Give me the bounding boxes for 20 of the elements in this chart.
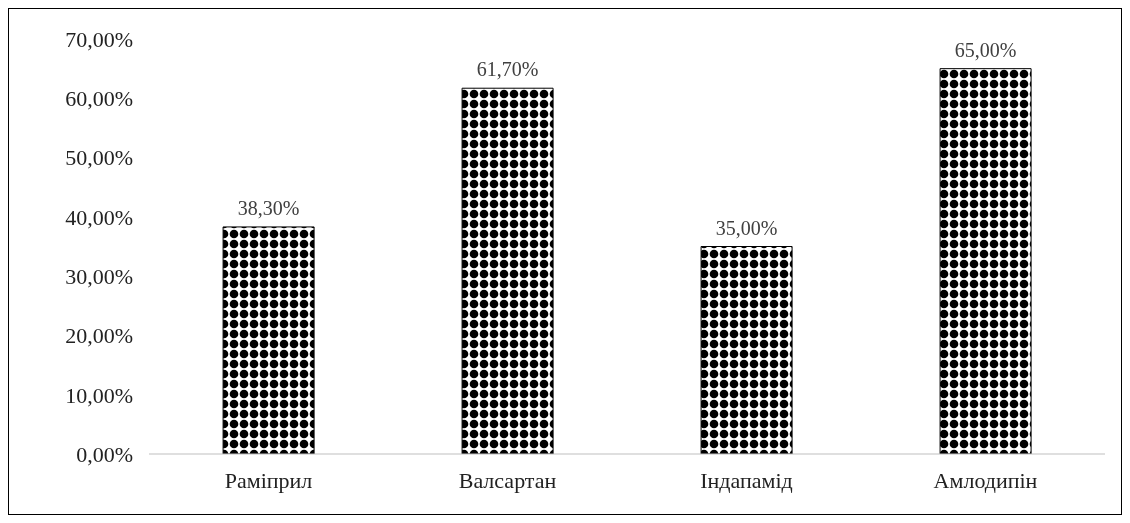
x-tick-label: Індапамід <box>700 467 793 493</box>
y-tick-label: 40,00% <box>65 204 133 230</box>
x-tick-label: Раміприл <box>224 467 313 493</box>
y-tick-label: 10,00% <box>65 382 133 408</box>
bar <box>461 87 554 454</box>
data-label: 61,70% <box>476 58 539 81</box>
y-tick-label: 70,00% <box>65 26 133 52</box>
data-label: 35,00% <box>715 216 778 239</box>
y-tick-label: 50,00% <box>65 145 133 171</box>
y-tick-label: 0,00% <box>76 441 133 467</box>
x-tick-label: Валсартан <box>458 467 557 493</box>
x-tick-label: Амлодипін <box>933 467 1038 493</box>
data-label: 65,00% <box>954 38 1017 61</box>
y-tick-label: 20,00% <box>65 323 133 349</box>
y-tick-label: 30,00% <box>65 263 133 289</box>
bar <box>222 226 315 454</box>
data-label: 38,30% <box>237 196 300 219</box>
bar <box>700 246 793 454</box>
y-tick-label: 60,00% <box>65 86 133 112</box>
bar <box>939 68 1032 454</box>
